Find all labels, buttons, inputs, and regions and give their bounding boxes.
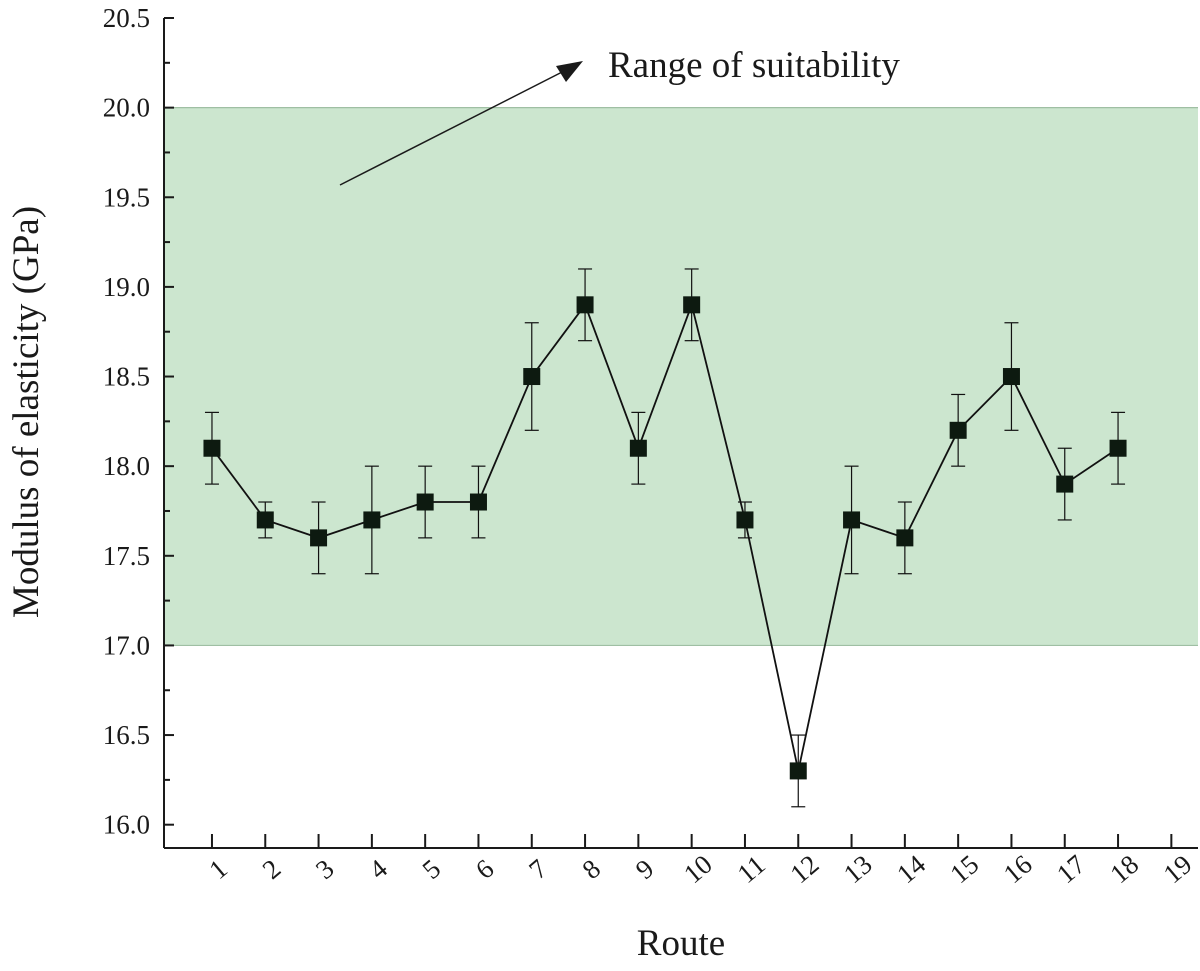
y-tick-label: 17.5 (103, 541, 150, 571)
y-tick-label: 20.5 (103, 3, 150, 33)
x-tick-label: 14 (891, 849, 931, 890)
axes (163, 18, 1198, 849)
data-point (896, 529, 914, 547)
data-point (949, 421, 967, 439)
suitability-band-layer (164, 107, 1198, 647)
data-point (629, 439, 647, 457)
x-tick-label: 15 (944, 849, 984, 889)
data-point (416, 493, 434, 511)
y-ticks: 16.0 16.5 17.0 17.5 18.0 18.5 19.0 19.5 20.0 20.5 (103, 3, 174, 840)
x-tick-label: 17 (1051, 849, 1091, 889)
data-point (1109, 439, 1127, 457)
x-tick-label: 19 (1158, 849, 1198, 889)
data-point (1056, 475, 1074, 493)
annotation-arrow-line (339, 67, 571, 186)
data-point (576, 296, 594, 314)
y-tick-label: 19.5 (103, 182, 150, 212)
x-tick-label: 12 (784, 849, 824, 889)
y-axis-title: Modulus of elasticity (GPa) (6, 206, 47, 618)
series-line (211, 301, 1119, 772)
y-tick-label: 16.5 (103, 720, 150, 750)
annotation-arrow-head (556, 61, 583, 82)
x-ticks: 1 2 3 4 5 6 7 8 9 10 11 12 13 14 15 16 17 18 19 (203, 834, 1198, 890)
x-tick-label: 4 (363, 853, 393, 885)
y-tick-label: 19.0 (103, 272, 150, 302)
y-tick-label: 17.0 (103, 630, 150, 660)
annotation: Range of suitability (339, 45, 900, 186)
series-modulus (203, 268, 1127, 808)
data-point (1002, 368, 1020, 386)
y-tick-label: 18.5 (103, 362, 150, 392)
data-point (310, 529, 328, 547)
y-tick-label: 20.0 (103, 93, 150, 123)
x-tick-label: 1 (203, 853, 233, 885)
x-tick-label: 5 (417, 853, 447, 885)
x-tick-label: 13 (838, 849, 878, 889)
x-tick-label: 6 (470, 853, 500, 885)
data-point (843, 511, 861, 529)
data-point (203, 439, 221, 457)
data-point (523, 368, 541, 386)
x-tick-label: 8 (576, 853, 606, 885)
y-tick-label: 18.0 (103, 451, 150, 481)
x-tick-label: 11 (732, 849, 771, 889)
x-tick-label: 10 (678, 849, 718, 889)
data-point (789, 762, 807, 780)
band-label: Range of suitability (608, 45, 900, 86)
data-point (736, 511, 754, 529)
data-point (363, 511, 381, 529)
x-axis-title: Route (637, 923, 725, 964)
suitability-band (164, 107, 1198, 646)
y-tick-label: 16.0 (103, 810, 150, 840)
x-tick-label: 16 (998, 849, 1038, 889)
x-tick-label: 7 (523, 853, 553, 885)
x-tick-label: 9 (630, 853, 660, 885)
data-point (469, 493, 487, 511)
x-tick-label: 3 (310, 853, 340, 885)
data-point (256, 511, 274, 529)
x-tick-label: 18 (1104, 849, 1144, 889)
x-tick-label: 2 (257, 853, 287, 885)
data-point (683, 296, 701, 314)
